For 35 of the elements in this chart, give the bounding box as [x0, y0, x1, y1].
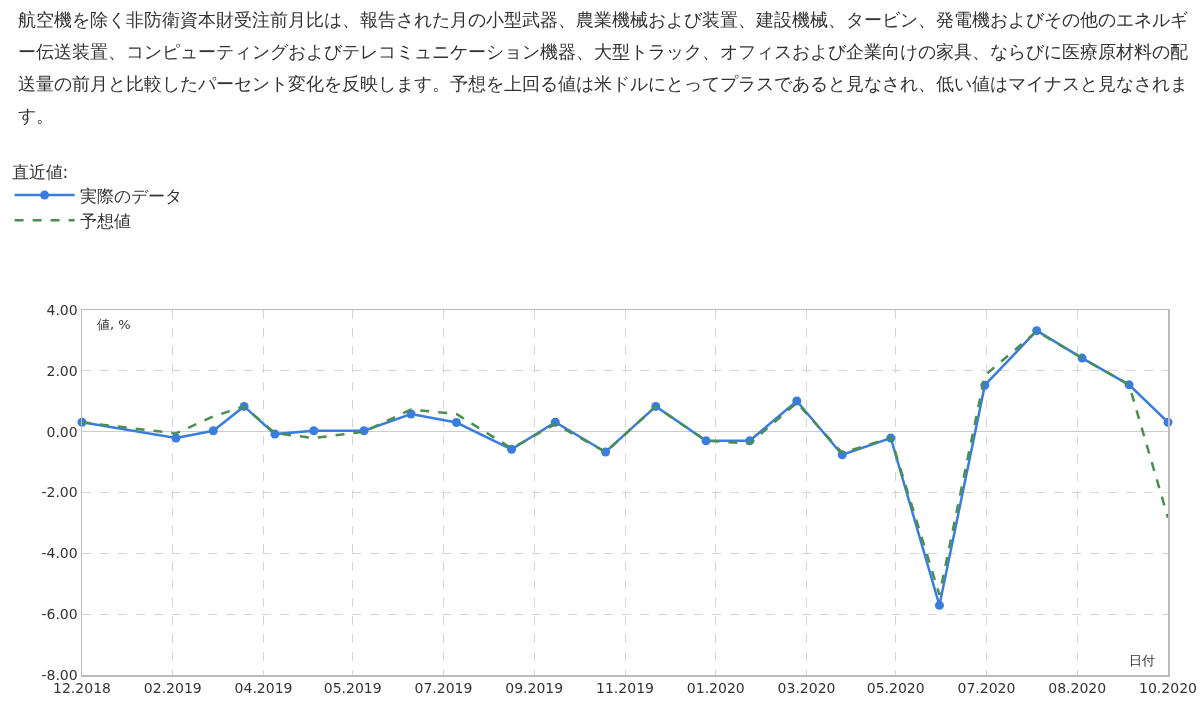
- x-tick-label: 07.2020: [957, 680, 1016, 697]
- y-tick-label: 0.00: [46, 423, 78, 440]
- point: [309, 426, 319, 436]
- text: 航空機を除く非防衛資本財受注前月比は、報告された月の小型武器、農業機械および装置、建設機械、タービン、発電機およびその他のエネルギー伝送装置、コンピューティングおよびテレコミュニケーション機器、大型トラック、オフィスおよび企業向けの家具、ならびに医療原材料の配送量の前月と比較したパーセント変化を反映します。予想を上回る値は米ドルにとってプラスであると見なされ、低い値はマイナスと見なされます。: [18, 9, 1189, 128]
- legend-title: 直近値:: [11, 161, 69, 182]
- x-tick-label: 10.2020: [1139, 680, 1197, 697]
- x-tick-label: 11.2019: [596, 680, 654, 697]
- x-tick-label: 03.2020: [777, 680, 836, 697]
- x-tick-label: 07.2019: [414, 680, 473, 697]
- y-axis-title: 値, %: [97, 317, 131, 332]
- x-tick-label: 05.2019: [323, 680, 382, 697]
- point: [934, 600, 944, 610]
- x-tick-label: 08.2020: [1048, 680, 1107, 697]
- point: [208, 426, 218, 436]
- x-tick-label: 05.2020: [866, 680, 925, 697]
- legend-label: 予想値: [79, 210, 131, 231]
- y-tick-label: -6.00: [41, 606, 78, 623]
- legend-label: 実際のデータ: [79, 185, 182, 206]
- point: [171, 433, 181, 443]
- point: [1032, 326, 1042, 336]
- y-tick-label: -2.00: [41, 484, 78, 501]
- y-tick-label: 2.00: [46, 362, 78, 379]
- point: [507, 444, 517, 454]
- y-tick-label: 4.00: [46, 301, 78, 318]
- point: [451, 418, 461, 428]
- y-tick-label: -4.00: [41, 545, 78, 562]
- y-tick-label: -8.00: [41, 666, 78, 683]
- point: [701, 436, 711, 446]
- x-tick-label: 09.2019: [505, 680, 564, 697]
- point: [792, 396, 802, 406]
- x-axis-title: 日付: [1129, 653, 1155, 668]
- x-tick-label: 04.2019: [234, 680, 293, 697]
- x-tick-label: 12.2018: [53, 680, 111, 697]
- x-tick-label: 02.2019: [143, 680, 202, 697]
- x-tick-label: 01.2020: [686, 680, 745, 697]
